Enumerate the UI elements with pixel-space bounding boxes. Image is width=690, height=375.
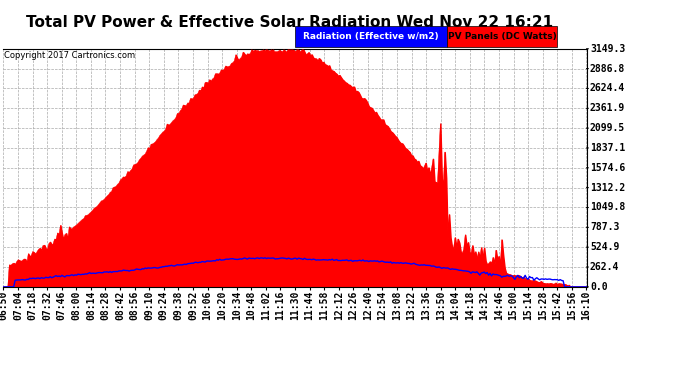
- Text: Radiation (Effective w/m2): Radiation (Effective w/m2): [303, 32, 439, 41]
- Text: 1312.2: 1312.2: [590, 183, 625, 193]
- Text: 524.9: 524.9: [590, 242, 620, 252]
- Text: 3149.3: 3149.3: [590, 44, 625, 54]
- Text: 2361.9: 2361.9: [590, 103, 625, 113]
- Text: 2099.5: 2099.5: [590, 123, 625, 133]
- Text: Copyright 2017 Cartronics.com: Copyright 2017 Cartronics.com: [4, 51, 135, 60]
- Text: 2886.8: 2886.8: [590, 64, 625, 74]
- Text: 1049.8: 1049.8: [590, 202, 625, 213]
- Text: 1837.1: 1837.1: [590, 143, 625, 153]
- Text: 787.3: 787.3: [590, 222, 620, 232]
- Text: 2624.4: 2624.4: [590, 84, 625, 93]
- Text: 262.4: 262.4: [590, 262, 620, 272]
- Text: Total PV Power & Effective Solar Radiation Wed Nov 22 16:21: Total PV Power & Effective Solar Radiati…: [26, 15, 553, 30]
- Text: 1574.6: 1574.6: [590, 163, 625, 173]
- Text: PV Panels (DC Watts): PV Panels (DC Watts): [448, 32, 556, 41]
- Text: 0.0: 0.0: [590, 282, 608, 292]
